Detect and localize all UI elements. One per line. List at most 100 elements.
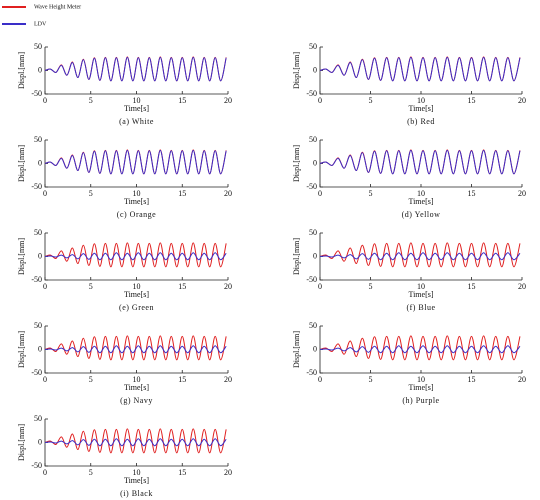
y-axis-label: Displ.[mm] (17, 145, 26, 182)
x-tick-label: 20 (518, 282, 526, 291)
x-axis-label: Time[s] (124, 290, 149, 299)
axis-frame (319, 233, 522, 281)
x-tick-label: 0 (43, 189, 47, 198)
x-tick-label: 10 (417, 189, 425, 198)
caption: (d) Yellow (402, 210, 441, 219)
y-axis-label: Displ.[mm] (17, 331, 26, 368)
axis-frame (44, 326, 228, 374)
x-tick-label: 5 (369, 189, 373, 198)
y-tick-label: 0 (313, 344, 317, 353)
x-tick-label: 5 (89, 189, 93, 198)
y-axis-label: Displ.[mm] (17, 424, 26, 461)
caption: (f) Blue (406, 303, 435, 312)
x-tick-label: 5 (89, 282, 93, 291)
x-tick-label: 0 (43, 468, 47, 477)
axis-frame (319, 47, 522, 95)
x-tick-label: 10 (133, 96, 141, 105)
x-tick-label: 15 (468, 189, 476, 198)
caption: (a) White (119, 117, 154, 126)
x-tick-label: 10 (133, 468, 141, 477)
y-tick-label: -50 (306, 275, 317, 284)
series-line (319, 345, 521, 354)
x-tick-label: 15 (178, 282, 186, 291)
y-tick-label: 0 (38, 65, 42, 74)
x-tick-label: 20 (224, 375, 232, 384)
x-tick-label: 0 (318, 96, 322, 105)
x-axis-label: Time[s] (124, 383, 149, 392)
x-tick-label: 15 (178, 375, 186, 384)
y-axis-label: Displ.[mm] (292, 331, 301, 368)
axis-frame (44, 233, 228, 281)
y-tick-label: -50 (31, 275, 42, 284)
y-tick-label: -50 (31, 89, 42, 98)
series-line (319, 252, 521, 261)
caption: (g) Navy (120, 396, 153, 405)
y-tick-label: 50 (34, 414, 42, 423)
y-tick-label: 50 (309, 135, 317, 144)
y-tick-label: 0 (313, 251, 317, 260)
caption: (c) Orange (117, 210, 156, 219)
y-tick-label: -50 (31, 368, 42, 377)
x-tick-label: 15 (178, 468, 186, 477)
axis-frame (319, 326, 522, 374)
axis-frame (44, 140, 228, 188)
x-tick-label: 5 (89, 468, 93, 477)
x-tick-label: 10 (417, 375, 425, 384)
x-axis-label: Time[s] (408, 383, 433, 392)
x-tick-label: 15 (178, 96, 186, 105)
x-tick-label: 10 (133, 375, 141, 384)
y-tick-label: 50 (34, 321, 42, 330)
y-tick-label: -50 (31, 461, 42, 470)
y-tick-label: 0 (313, 158, 317, 167)
y-tick-label: 50 (34, 42, 42, 51)
x-tick-label: 10 (417, 96, 425, 105)
x-axis-label: Time[s] (124, 197, 149, 206)
y-axis-label: Displ.[mm] (292, 145, 301, 182)
x-tick-label: 15 (468, 96, 476, 105)
y-axis-label: Displ.[mm] (292, 52, 301, 89)
series-line (44, 149, 227, 175)
axis-frame (44, 419, 228, 467)
x-tick-label: 15 (468, 282, 476, 291)
axis-frame (44, 47, 228, 95)
y-tick-label: 0 (38, 437, 42, 446)
x-tick-label: 20 (224, 468, 232, 477)
x-axis-label: Time[s] (408, 104, 433, 113)
x-tick-label: 5 (89, 375, 93, 384)
y-tick-label: 50 (34, 228, 42, 237)
legend-label: LDV (34, 21, 47, 27)
y-axis-label: Displ.[mm] (17, 238, 26, 275)
y-tick-label: 50 (34, 135, 42, 144)
caption: (i) Black (120, 489, 153, 498)
x-tick-label: 5 (369, 282, 373, 291)
x-tick-label: 0 (318, 282, 322, 291)
x-tick-label: 20 (518, 375, 526, 384)
x-axis-label: Time[s] (408, 197, 433, 206)
y-tick-label: 0 (38, 158, 42, 167)
y-tick-label: 50 (309, 42, 317, 51)
x-tick-label: 20 (518, 189, 526, 198)
x-tick-label: 0 (43, 282, 47, 291)
x-axis-label: Time[s] (124, 476, 149, 485)
x-tick-label: 20 (224, 282, 232, 291)
x-tick-label: 20 (518, 96, 526, 105)
x-tick-label: 0 (318, 189, 322, 198)
y-axis-label: Displ.[mm] (17, 52, 26, 89)
caption: (h) Purple (402, 396, 439, 405)
x-tick-label: 15 (178, 189, 186, 198)
x-tick-label: 5 (369, 375, 373, 384)
y-tick-label: 50 (309, 228, 317, 237)
y-tick-label: 0 (38, 251, 42, 260)
x-tick-label: 0 (43, 96, 47, 105)
x-tick-label: 5 (369, 96, 373, 105)
axis-frame (319, 140, 522, 188)
x-tick-label: 5 (89, 96, 93, 105)
series-line (319, 56, 521, 82)
y-tick-label: 50 (309, 321, 317, 330)
x-tick-label: 20 (224, 189, 232, 198)
y-tick-label: -50 (306, 368, 317, 377)
series-line (44, 438, 227, 447)
x-tick-label: 10 (417, 282, 425, 291)
caption: (e) Green (119, 303, 154, 312)
